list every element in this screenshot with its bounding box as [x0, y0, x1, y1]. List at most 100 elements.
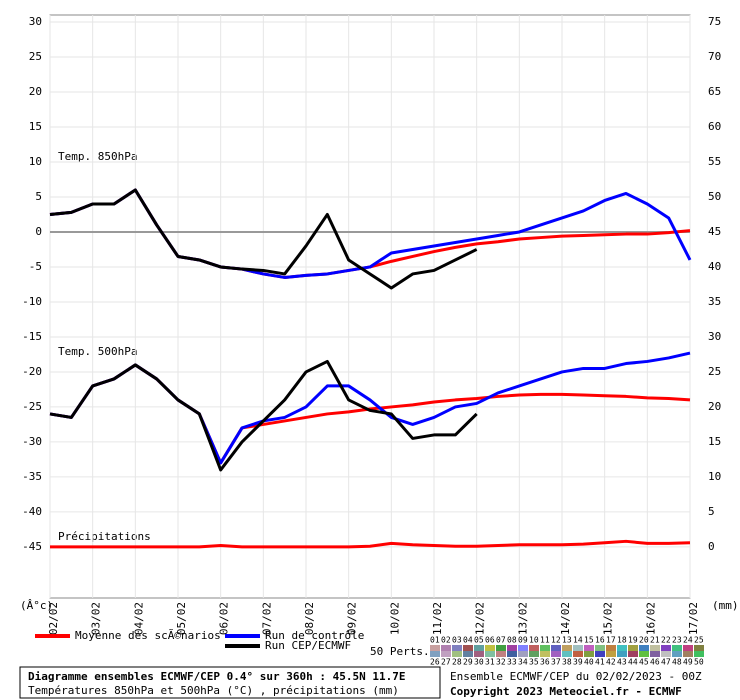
- x-tick-label: 02/02: [47, 602, 60, 635]
- y2-tick-label: 15: [708, 435, 721, 448]
- x-tick-label: 14/02: [559, 602, 572, 635]
- perturbation-swatch: [661, 645, 671, 651]
- perturbation-label: 22: [661, 636, 671, 645]
- y-tick-label: -15: [22, 330, 42, 343]
- perturbation-label: 33: [507, 658, 517, 667]
- perturbation-swatch: [694, 651, 704, 657]
- y-tick-label: 0: [35, 225, 42, 238]
- perturbation-swatch: [661, 651, 671, 657]
- perturbation-label: 23: [672, 636, 682, 645]
- perturbation-swatch: [573, 651, 583, 657]
- perturbation-label: 29: [463, 658, 473, 667]
- perturbation-swatch: [606, 651, 616, 657]
- legend-label: Moyenne des scÃ©narios: [75, 629, 221, 642]
- y-tick-label: -35: [22, 470, 42, 483]
- y2-tick-label: 50: [708, 190, 721, 203]
- perturbation-swatch: [694, 645, 704, 651]
- perturbation-label: 50: [694, 658, 704, 667]
- perturbation-swatch: [485, 651, 495, 657]
- perturbation-label: 12: [551, 636, 561, 645]
- label-850: Temp. 850hPa: [58, 150, 137, 163]
- perturbation-label: 31: [485, 658, 495, 667]
- perturbation-swatch: [650, 651, 660, 657]
- x-tick-label: 10/02: [388, 602, 401, 635]
- perturbation-swatch: [562, 651, 572, 657]
- perturbation-swatch: [518, 651, 528, 657]
- perturbation-label: 34: [518, 658, 528, 667]
- perturbation-label: 46: [650, 658, 660, 667]
- perturbation-label: 26: [430, 658, 440, 667]
- perturbation-swatch: [683, 651, 693, 657]
- series-line: [49, 359, 478, 472]
- y-tick-label: -25: [22, 400, 42, 413]
- x-tick-label: 13/02: [516, 602, 529, 635]
- label-precip: Précipitations: [58, 530, 151, 543]
- perturbation-swatch: [474, 645, 484, 651]
- perturbation-swatch: [617, 645, 627, 651]
- plot-frame: [49, 14, 691, 599]
- y-tick-label: -5: [29, 260, 42, 273]
- x-tick-label: 17/02: [687, 602, 700, 635]
- footer-run: Ensemble ECMWF/CEP du 02/02/2023 - 00Z: [450, 670, 702, 683]
- x-tick-label: 05/02: [175, 602, 188, 635]
- y2-tick-label: 0: [708, 540, 715, 553]
- y2-tick-label: 40: [708, 260, 721, 273]
- perturbation-label: 04: [463, 636, 473, 645]
- perturbation-swatch: [683, 645, 693, 651]
- perturbation-swatch: [617, 651, 627, 657]
- footer-box: [19, 666, 441, 699]
- perturbation-swatch: [639, 645, 649, 651]
- perturbation-label: 09: [518, 636, 528, 645]
- perturbation-swatch: [540, 645, 550, 651]
- perturbation-label: 14: [573, 636, 583, 645]
- perturbation-swatch: [463, 651, 473, 657]
- perturbation-swatch: [474, 651, 484, 657]
- y-tick-label: -10: [22, 295, 42, 308]
- x-tick-label: 15/02: [602, 602, 615, 635]
- footer-subtitle: Températures 850hPa et 500hPa (°C) , pré…: [28, 684, 399, 697]
- perturbation-swatch: [496, 651, 506, 657]
- y2-tick-label: 30: [708, 330, 721, 343]
- perturbation-swatch: [650, 645, 660, 651]
- y-unit: (Â°c): [20, 599, 53, 612]
- perturbation-swatch: [518, 645, 528, 651]
- perturbation-swatch: [441, 645, 451, 651]
- y2-tick-label: 5: [708, 505, 715, 518]
- x-tick-label: 12/02: [474, 602, 487, 635]
- perturbation-swatch: [452, 651, 462, 657]
- perturbation-label: 18: [617, 636, 627, 645]
- perturbation-label: 36: [540, 658, 550, 667]
- perturbation-swatch: [562, 645, 572, 651]
- perturbation-label: 01: [430, 636, 440, 645]
- perturbation-swatch: [639, 651, 649, 657]
- perturbation-label: 07: [496, 636, 506, 645]
- perts-label: 50 Perts.: [370, 645, 430, 658]
- y2-tick-label: 25: [708, 365, 721, 378]
- y-tick-label: -20: [22, 365, 42, 378]
- perturbation-label: 48: [672, 658, 682, 667]
- perturbation-swatch: [430, 651, 440, 657]
- perturbation-label: 06: [485, 636, 495, 645]
- x-tick-label: 03/02: [90, 602, 103, 635]
- perturbation-label: 10: [529, 636, 539, 645]
- footer-copyright: Copyright 2023 Meteociel.fr - ECMWF: [450, 685, 682, 698]
- perturbation-label: 30: [474, 658, 484, 667]
- perturbation-label: 21: [650, 636, 660, 645]
- perturbation-swatch: [606, 645, 616, 651]
- y-tick-label: 25: [29, 50, 42, 63]
- footer-title: Diagramme ensembles ECMWF/CEP 0.4° sur 3…: [28, 670, 406, 683]
- perturbation-label: 39: [573, 658, 583, 667]
- perturbation-swatch: [584, 645, 594, 651]
- y2-tick-label: 10: [708, 470, 721, 483]
- perturbation-label: 13: [562, 636, 572, 645]
- perturbation-label: 15: [584, 636, 594, 645]
- perturbation-label: 42: [606, 658, 616, 667]
- y2-tick-label: 45: [708, 225, 721, 238]
- perturbation-label: 05: [474, 636, 484, 645]
- perturbation-label: 41: [595, 658, 605, 667]
- perturbation-label: 38: [562, 658, 572, 667]
- perturbation-swatch: [496, 645, 506, 651]
- y-tick-label: 20: [29, 85, 42, 98]
- perturbation-label: 11: [540, 636, 550, 645]
- perturbation-swatch: [551, 651, 561, 657]
